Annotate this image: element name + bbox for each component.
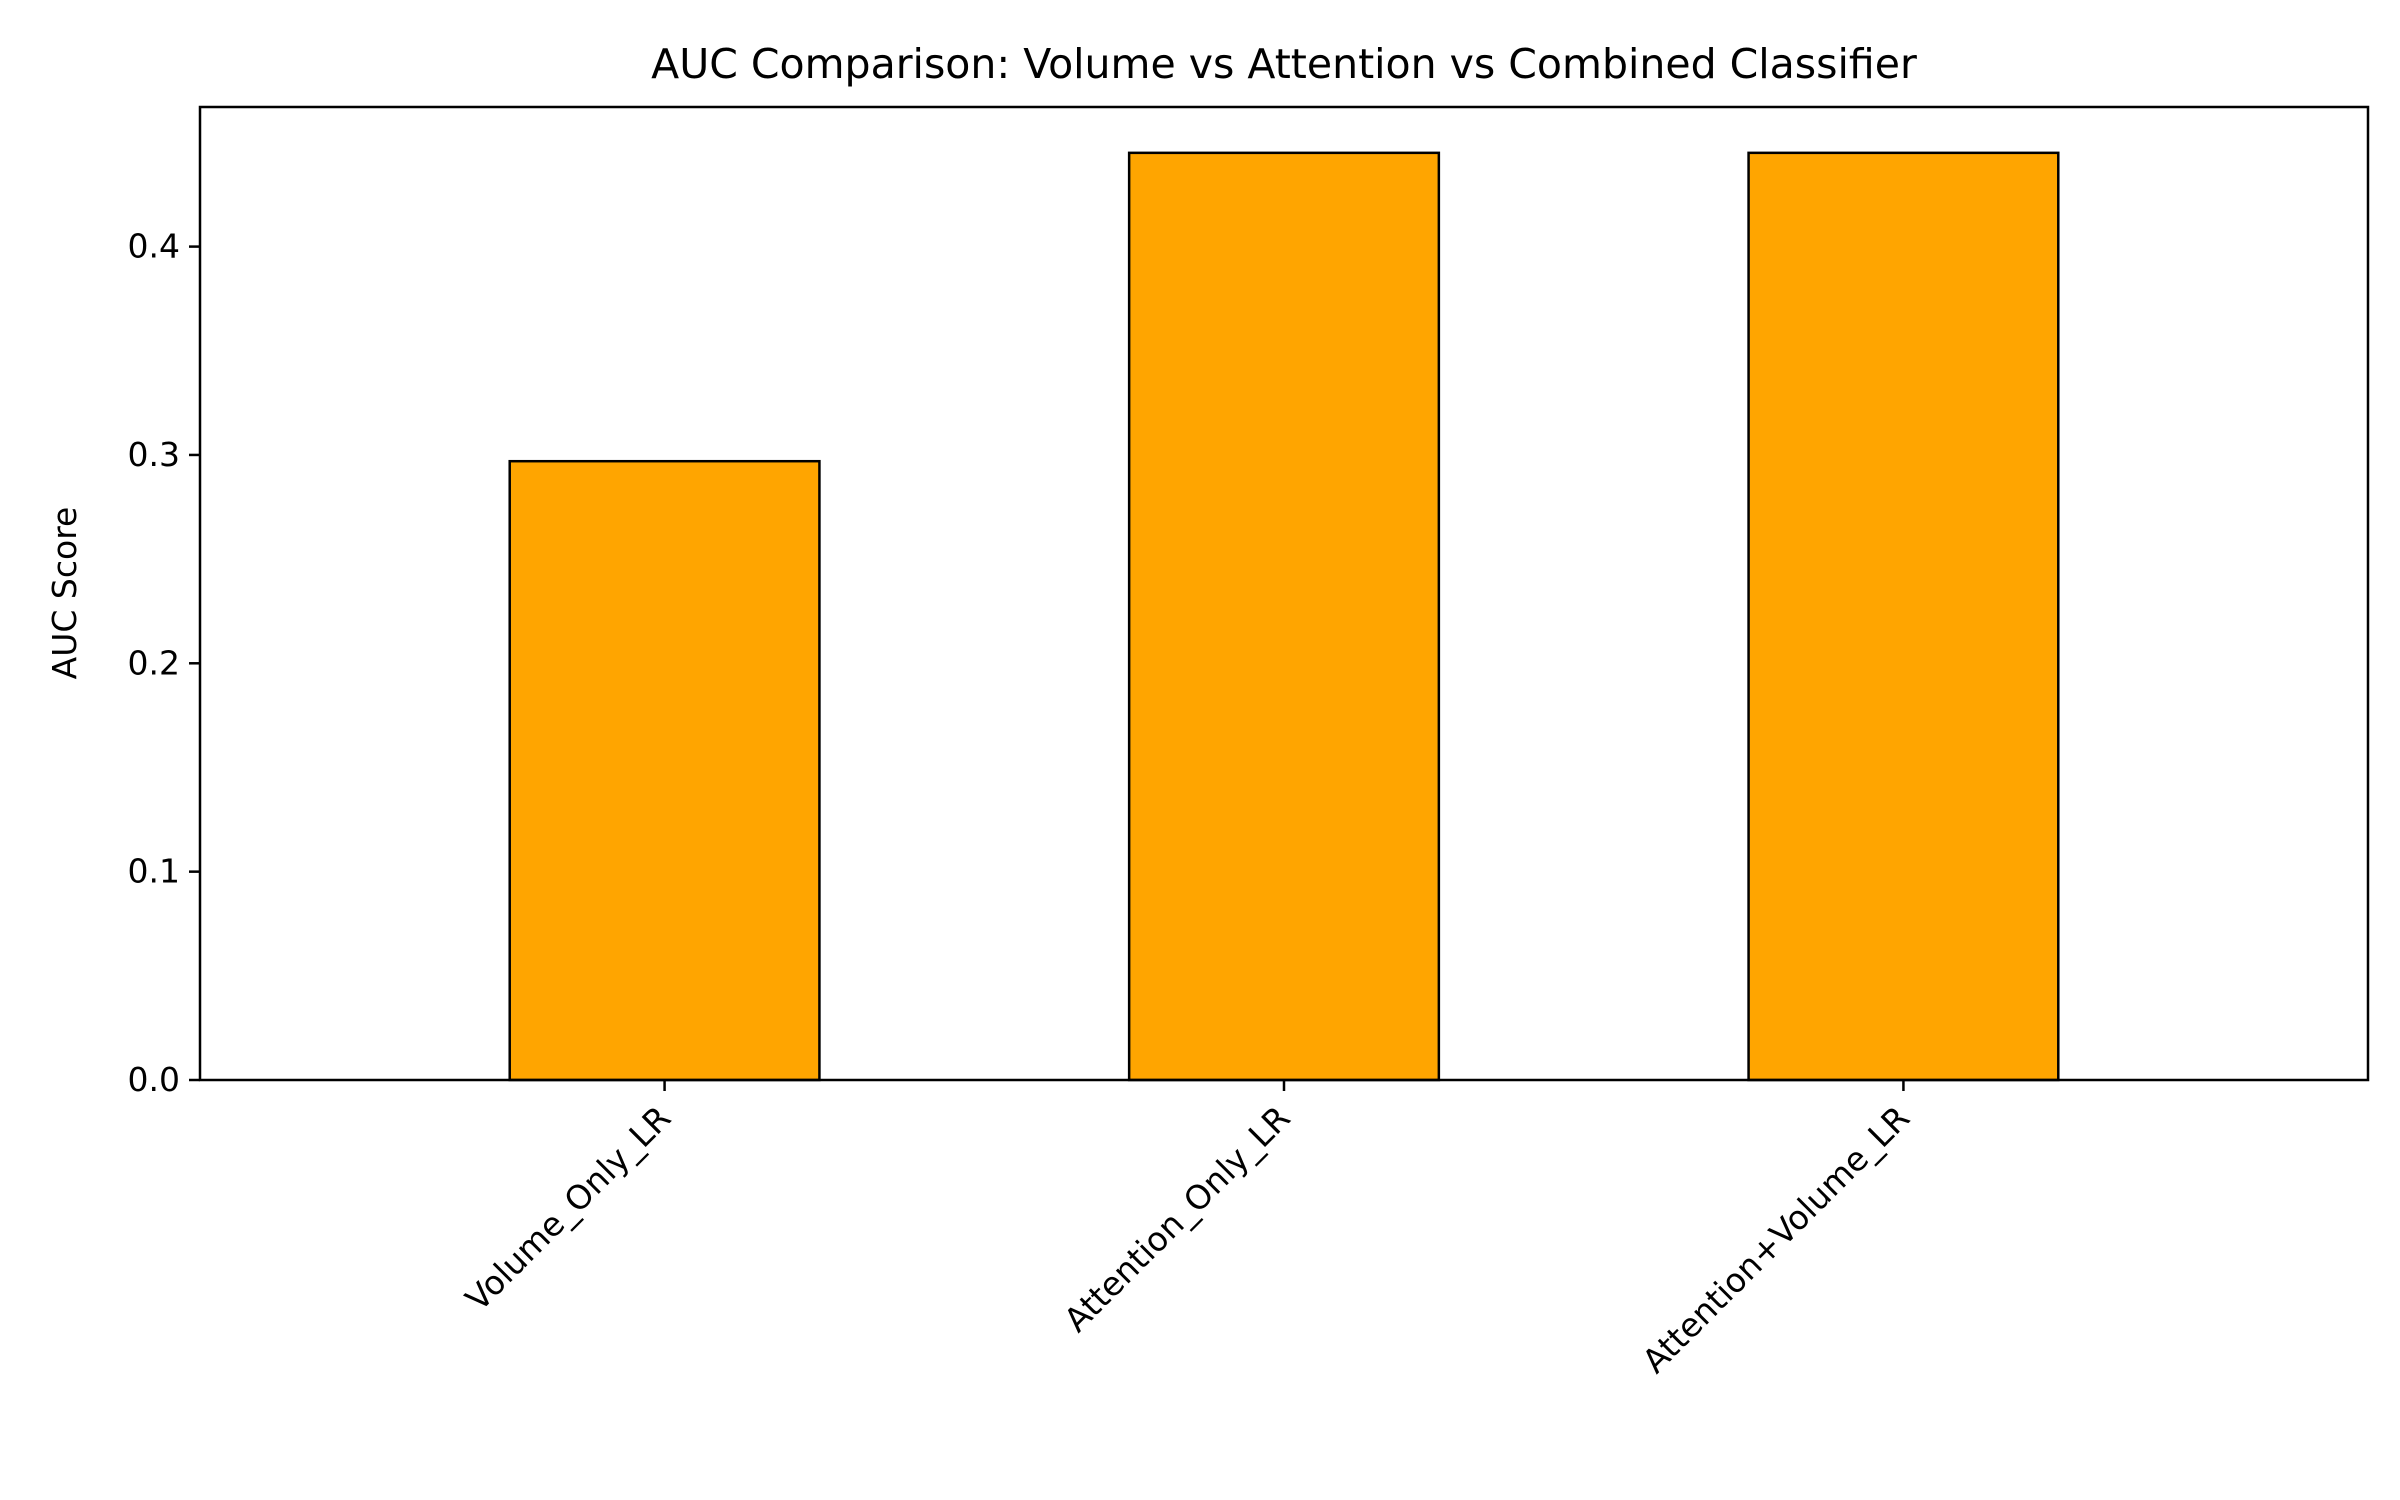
chart-title: AUC Comparison: Volume vs Attention vs C… — [651, 40, 1917, 88]
bar-2 — [1747, 151, 2060, 1082]
x-tick-label: Attention+Volume_LR — [1635, 1098, 1918, 1381]
y-axis-title: AUC Score — [45, 507, 84, 680]
y-tick-label: 0.3 — [128, 435, 180, 474]
plot-frame — [198, 105, 2370, 1082]
bar-0 — [508, 459, 821, 1082]
x-axis: Volume_Only_LR Attention_Only_LR Attention… — [458, 1080, 1917, 1381]
y-axis: 0.0 0.1 0.2 0.3 0.4 — [128, 227, 200, 1099]
x-tick-label: Attention_Only_LR — [1056, 1098, 1297, 1339]
y-tick-label: 0.4 — [128, 227, 180, 266]
bars — [508, 151, 2060, 1082]
y-tick-label: 0.2 — [128, 643, 180, 682]
y-tick-label: 0.0 — [128, 1060, 180, 1099]
bar-1 — [1127, 151, 1441, 1082]
x-tick-label: Volume_Only_LR — [458, 1098, 678, 1318]
y-tick-label: 0.1 — [128, 852, 180, 891]
